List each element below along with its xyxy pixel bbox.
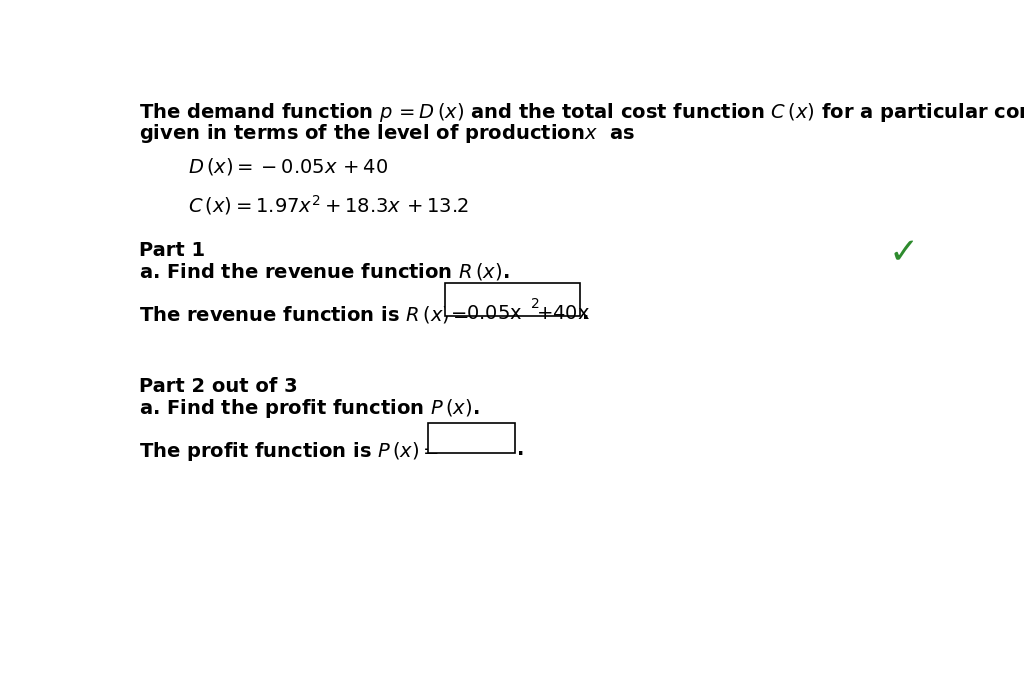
Text: The profit function is $P\,(x)=$: The profit function is $P\,(x)=$ [139, 440, 439, 463]
Text: $+40\mathrm{x}$: $+40\mathrm{x}$ [536, 304, 590, 323]
Text: $-0.05\mathrm{x}$: $-0.05\mathrm{x}$ [451, 304, 523, 323]
Text: The demand function $p\,=D\,(x)$ and the total cost function $C\,(x)$ for a part: The demand function $p\,=D\,(x)$ and the… [139, 101, 1024, 124]
Text: Part 1: Part 1 [139, 241, 205, 260]
Text: .: . [582, 304, 590, 323]
Text: .: . [517, 440, 524, 459]
Text: $D\,(x)=-0.05x\,+40$: $D\,(x)=-0.05x\,+40$ [187, 157, 388, 177]
Bar [428, 423, 515, 453]
Text: ✓: ✓ [888, 236, 919, 270]
Text: $2$: $2$ [530, 297, 540, 311]
Text: given in terms of the level of production$x$  as: given in terms of the level of productio… [139, 122, 635, 145]
Text: The revenue function is $R\,(x)=$: The revenue function is $R\,(x)=$ [139, 304, 469, 324]
Text: a. Find the profit function $P\,(x)$.: a. Find the profit function $P\,(x)$. [139, 397, 479, 420]
Bar [445, 284, 581, 316]
Text: $C\,(x)=1.97x^{2}+18.3x\,+13.2$: $C\,(x)=1.97x^{2}+18.3x\,+13.2$ [187, 194, 468, 217]
Text: a. Find the revenue function $R\,(x)$.: a. Find the revenue function $R\,(x)$. [139, 261, 510, 282]
Text: Part 2 out of 3: Part 2 out of 3 [139, 376, 298, 396]
